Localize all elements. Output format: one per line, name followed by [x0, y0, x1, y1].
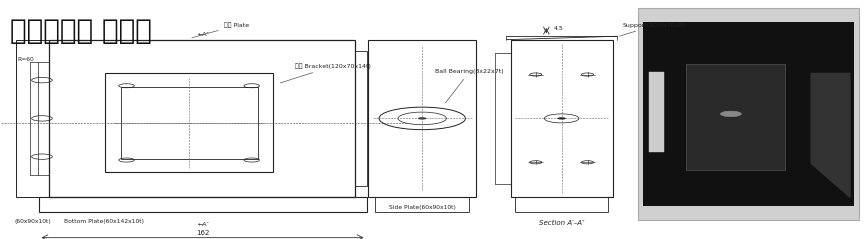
Circle shape	[558, 117, 566, 120]
Bar	[16, 40, 48, 197]
Bar	[105, 73, 274, 172]
Circle shape	[721, 111, 741, 117]
Text: Bottom Plate(60x142x10t): Bottom Plate(60x142x10t)	[64, 219, 144, 224]
Text: 162: 162	[196, 230, 210, 236]
Bar	[643, 22, 854, 206]
Bar	[368, 40, 476, 197]
Bar	[120, 87, 258, 159]
Bar	[649, 72, 664, 152]
Bar	[375, 197, 469, 212]
Text: 시편 Bracket(120x70x14t): 시편 Bracket(120x70x14t)	[281, 63, 371, 83]
Text: Side Plate(60x90x10t): Side Plate(60x90x10t)	[389, 205, 456, 210]
Text: R=60: R=60	[18, 57, 35, 62]
Text: ←A″: ←A″	[197, 222, 210, 227]
Circle shape	[418, 117, 427, 120]
Text: Support(10.5x70x8t): Support(10.5x70x8t)	[619, 23, 688, 36]
Bar	[638, 8, 858, 220]
Text: 시편 Plate: 시편 Plate	[192, 23, 249, 38]
Bar	[686, 64, 785, 170]
Text: ←A″: ←A″	[197, 32, 210, 37]
Text: Section A′–A″: Section A′–A″	[539, 220, 585, 226]
Polygon shape	[811, 73, 850, 197]
Bar	[515, 197, 608, 212]
Bar	[355, 51, 366, 186]
Text: 4.5: 4.5	[553, 26, 564, 31]
Text: 변환효율용 입사각: 변환효율용 입사각	[10, 17, 152, 45]
Text: (60x90x10t): (60x90x10t)	[14, 219, 51, 224]
Bar	[511, 40, 612, 197]
Bar	[48, 40, 355, 197]
Bar	[38, 197, 366, 212]
Text: Ball Bearing(8x22x7t): Ball Bearing(8x22x7t)	[435, 69, 504, 103]
